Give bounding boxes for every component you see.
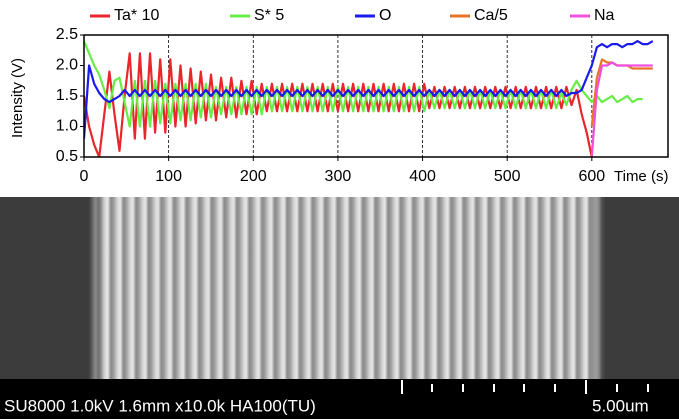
x-axis-title: Time (s) — [614, 168, 668, 185]
y-axis-title: Intensity (V) — [9, 58, 26, 138]
x-tick-label: 400 — [409, 168, 436, 185]
x-tick-label: 0 — [80, 168, 89, 185]
legend-label: Na — [594, 7, 615, 24]
plot-lines — [84, 40, 654, 157]
legend-label: O — [379, 7, 391, 24]
y-tick-label: 0.5 — [56, 148, 78, 165]
sem-info-bar — [0, 379, 679, 419]
x-tick-label: 200 — [240, 168, 267, 185]
data-line — [590, 61, 653, 157]
x-tick-label: 300 — [325, 168, 352, 185]
legend-label: Ca/5 — [474, 7, 508, 24]
legend-label: S* 5 — [254, 7, 284, 24]
y-tick-label: 2.0 — [56, 57, 78, 74]
sem-caption: SU8000 1.0kV 1.6mm x10.0k HA100(TU) — [4, 396, 316, 415]
x-tick-label: 600 — [578, 168, 605, 185]
scale-bar — [401, 380, 649, 394]
data-line — [84, 40, 643, 128]
x-tick-label: 500 — [494, 168, 521, 185]
sem-scale-label: 5.00um — [592, 396, 649, 415]
sem-image: SU8000 1.0kV 1.6mm x10.0k HA100(TU) 5.00… — [0, 197, 679, 419]
data-line — [84, 40, 654, 139]
y-tick-label: 1.0 — [56, 118, 78, 135]
x-tick-label: 100 — [155, 168, 182, 185]
y-tick-label: 1.5 — [56, 87, 78, 104]
legend-label: Ta* 10 — [114, 7, 159, 24]
y-tick-label: 2.5 — [56, 26, 78, 43]
plot-frame — [83, 34, 669, 158]
sem-edge-shade — [88, 197, 606, 379]
